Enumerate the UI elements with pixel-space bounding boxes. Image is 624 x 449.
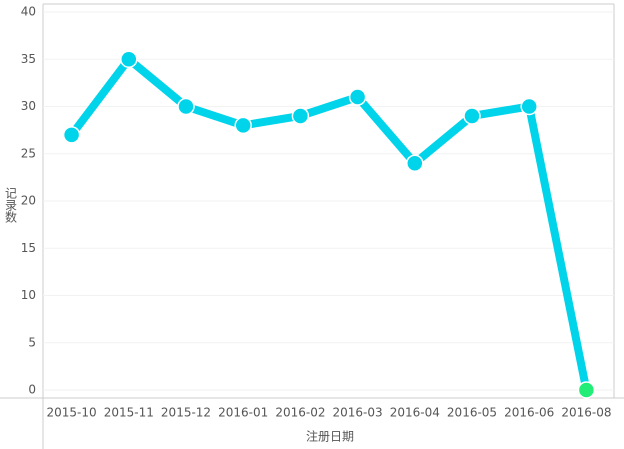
y-tick-label: 30 [21, 99, 36, 113]
marker [234, 116, 252, 135]
x-tick-label: 2016-08 [561, 406, 611, 420]
x-axis-label: 注册日期 [306, 429, 354, 444]
x-tick-label: 2015-11 [104, 406, 154, 420]
y-tick-label: 20 [21, 194, 36, 208]
y-tick-label: 10 [21, 288, 36, 302]
y-tick-label: 40 [21, 5, 36, 19]
marker [62, 126, 81, 144]
marker [463, 107, 481, 125]
x-tick-label: 2015-10 [47, 406, 97, 420]
y-tick-label: 35 [21, 52, 36, 66]
marker [577, 381, 596, 399]
marker [177, 97, 195, 116]
marker [291, 107, 310, 125]
x-tick-label: 2016-01 [218, 406, 268, 420]
marker [348, 88, 367, 106]
line [68, 55, 591, 391]
y-tick-label: 0 [28, 383, 36, 397]
marker [406, 154, 424, 172]
x-tick-label: 2015-12 [161, 406, 211, 420]
y-tick-label: 5 [28, 335, 36, 349]
y-axis-label: 记录数 [4, 187, 18, 224]
marker [120, 50, 138, 68]
x-tick-label: 2016-04 [390, 406, 440, 420]
marker [520, 97, 538, 116]
x-tick-label: 2016-03 [333, 406, 383, 420]
y-tick-label: 25 [21, 146, 36, 160]
y-tick-label: 15 [21, 241, 36, 255]
x-tick-label: 2016-05 [447, 406, 497, 420]
x-tick-label: 2016-02 [275, 406, 325, 420]
x-tick-label: 2016-06 [504, 406, 554, 420]
